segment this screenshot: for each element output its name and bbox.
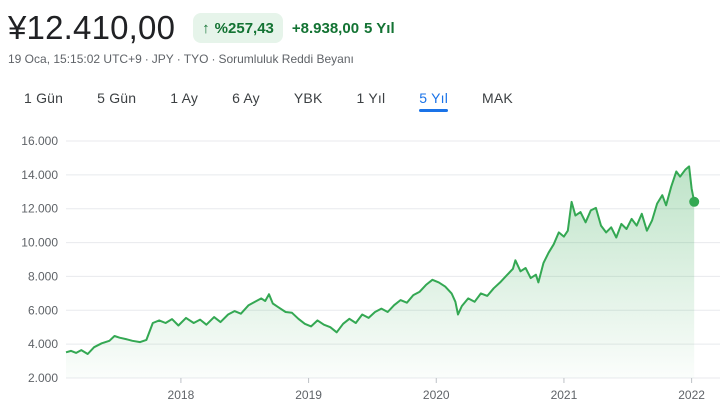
- meta-separator: ·: [144, 52, 149, 66]
- meta-separator: ·: [211, 52, 216, 66]
- last-price-point: [689, 196, 700, 207]
- absolute-change: +8.938,00 5 Yıl: [292, 20, 395, 37]
- tab-5-days[interactable]: 5 Gün: [97, 90, 137, 106]
- quote-meta: 19 Oca, 15:15:02 UTC+9 · JPY · TYO · Sor…: [8, 52, 712, 66]
- current-price: ¥12.410,00: [8, 9, 176, 46]
- percent-change-value: %257,43: [214, 19, 274, 37]
- x-tick-label: 2020: [423, 388, 450, 402]
- tab-6-months[interactable]: 6 Ay: [232, 90, 260, 106]
- y-axis: 2.000 4.000 6.000 8.000 10.000 12.000 14.000 16…: [21, 134, 58, 385]
- quote-header: ¥12.410,00 ↑ %257,43 +8.938,00 5 Yıl 19 O…: [8, 6, 712, 66]
- y-tick-label: 14.000: [21, 168, 58, 182]
- tab-1-month[interactable]: 1 Ay: [170, 90, 199, 106]
- percent-change-badge: ↑ %257,43: [193, 13, 283, 43]
- tab-max[interactable]: MAK: [482, 90, 513, 106]
- change-period: 5 Yıl: [364, 19, 395, 37]
- price-area: [66, 166, 695, 378]
- x-tick-label: 2019: [295, 388, 322, 402]
- absolute-change-value: +8.938,00: [291, 19, 360, 37]
- x-tick-label: 2022: [678, 388, 705, 402]
- y-tick-label: 10.000: [21, 236, 58, 250]
- y-tick-label: 6.000: [28, 303, 58, 317]
- y-tick-label: 16.000: [21, 134, 58, 148]
- quote-exchange: TYO: [183, 52, 209, 66]
- tab-ytd[interactable]: YBK: [293, 90, 323, 106]
- price-line: [65, 165, 696, 355]
- y-tick-label: 8.000: [28, 269, 58, 283]
- x-axis: 2018 2019 2020 2021 2022: [168, 378, 705, 402]
- quote-currency: JPY: [151, 52, 174, 66]
- quote-date: 19 Oca, 15:15:02 UTC+9: [8, 52, 142, 66]
- arrow-up-icon: ↑: [202, 19, 210, 37]
- x-tick-label: 2018: [168, 388, 195, 402]
- y-tick-label: 12.000: [21, 202, 58, 216]
- tab-1-year[interactable]: 1 Yıl: [356, 90, 386, 106]
- price-chart[interactable]: 2.000 4.000 6.000 8.000 10.000 12.000 14.000 16…: [0, 122, 720, 412]
- y-tick-label: 2.000: [28, 371, 58, 385]
- meta-separator: ·: [176, 52, 181, 66]
- price-row: ¥12.410,00 ↑ %257,43 +8.938,00 5 Yıl: [8, 6, 712, 50]
- range-tabs: 1 Gün 5 Gün 1 Ay 6 Ay YBK 1 Yıl 5 Yıl MA…: [24, 88, 547, 112]
- tab-5-years[interactable]: 5 Yıl: [419, 88, 448, 112]
- x-tick-label: 2021: [551, 388, 578, 402]
- tab-1-day[interactable]: 1 Gün: [24, 90, 64, 106]
- y-tick-label: 4.000: [28, 337, 58, 351]
- disclaimer-link[interactable]: Sorumluluk Reddi Beyanı: [218, 52, 354, 66]
